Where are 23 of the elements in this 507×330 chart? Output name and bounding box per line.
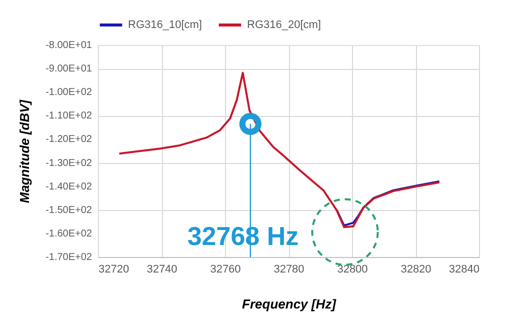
y-tick-label: -1.00E+02: [46, 87, 92, 98]
y-tick-label: -1.40E+02: [46, 181, 92, 192]
y-axis-title: Magnitude [dBV]: [17, 99, 32, 204]
x-tick-label: 32720: [98, 264, 130, 276]
x-tick-label: 32780: [274, 264, 304, 276]
x-tick-label: 32740: [146, 264, 178, 276]
y-tick-label: -8.00E+01: [46, 40, 92, 51]
x-tick-label: 32840: [448, 264, 480, 276]
x-axis-title: Frequency [Hz]: [242, 296, 337, 312]
legend-label: RG316_10[cm]: [128, 19, 202, 31]
y-tick-label: -1.10E+02: [46, 110, 92, 122]
y-tick-label: -1.70E+02: [46, 252, 92, 263]
y-tick-label: -1.30E+02: [46, 158, 92, 169]
x-tick-label: 32760: [210, 264, 241, 276]
legend-label: RG316_20[cm]: [247, 19, 321, 31]
y-tick-label: -1.50E+02: [46, 204, 92, 216]
x-tick-label: 32800: [337, 264, 368, 276]
y-tick-label: -1.20E+02: [46, 134, 92, 146]
y-tick-label: -9.00E+01: [46, 64, 92, 75]
line-series: [336, 180, 440, 226]
x-tick-label: 32820: [400, 264, 432, 276]
line-series: [118, 72, 440, 228]
y-tick-label: -1.60E+02: [46, 228, 92, 240]
